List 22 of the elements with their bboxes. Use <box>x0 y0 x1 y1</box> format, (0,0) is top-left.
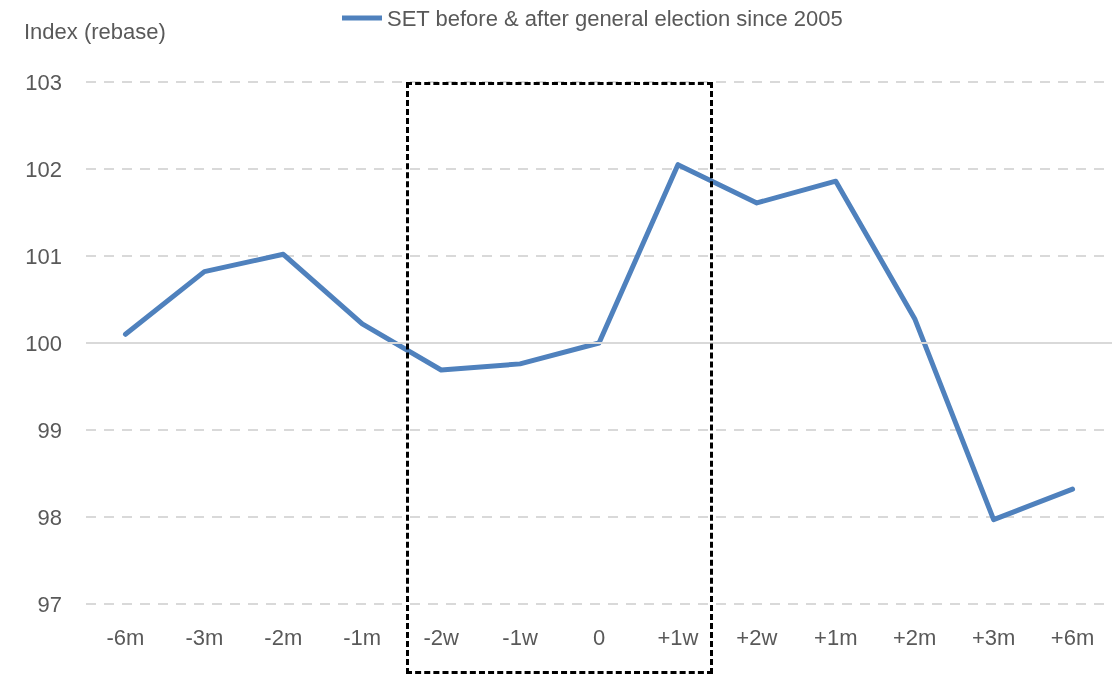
x-tick-label: +6m <box>1050 624 1095 650</box>
x-tick-label: -3m <box>185 624 224 650</box>
legend-label: SET before & after general election since 2005 <box>387 5 843 31</box>
x-tick-label: -2w <box>423 624 459 650</box>
x-tick-label: 0 <box>592 624 606 650</box>
y-tick-label: 97 <box>37 591 62 617</box>
y-tick-label: 98 <box>37 504 62 530</box>
x-tick-label: -1m <box>343 624 382 650</box>
x-tick-label: +2w <box>736 624 778 650</box>
x-tick-label: +3m <box>971 624 1016 650</box>
y-tick-label: 101 <box>25 243 62 269</box>
y-tick-label: 102 <box>25 156 62 182</box>
x-tick-label: -6m <box>106 624 145 650</box>
y-tick-label: 99 <box>37 417 62 443</box>
x-tick-label: -1w <box>502 624 538 650</box>
x-tick-label: -2m <box>264 624 303 650</box>
y-tick-label: 100 <box>25 330 62 356</box>
y-axis-title: Index (rebase) <box>24 18 166 44</box>
y-tick-label: 103 <box>25 69 62 95</box>
x-tick-label: +2m <box>892 624 937 650</box>
x-tick-label: +1w <box>657 624 699 650</box>
x-tick-label: +1m <box>814 624 858 650</box>
